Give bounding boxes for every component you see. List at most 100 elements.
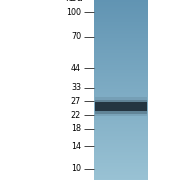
Bar	[94, 121, 148, 122]
Bar	[94, 77, 148, 78]
Bar	[94, 102, 147, 111]
Bar	[94, 156, 148, 157]
Bar	[94, 105, 148, 106]
Text: 100: 100	[66, 8, 81, 17]
Bar	[94, 74, 148, 75]
Bar	[94, 68, 148, 69]
Bar	[94, 30, 148, 31]
Bar	[94, 62, 148, 63]
Bar	[94, 174, 148, 175]
Bar	[94, 88, 148, 89]
Bar	[94, 13, 148, 14]
Bar	[94, 163, 148, 164]
Bar	[94, 149, 148, 150]
Bar	[94, 86, 148, 87]
Bar	[94, 65, 148, 66]
Bar	[94, 123, 148, 124]
Bar	[94, 17, 148, 18]
Bar	[94, 67, 148, 68]
Bar	[94, 108, 148, 109]
Bar	[94, 173, 148, 174]
Bar	[94, 146, 148, 147]
Text: 22: 22	[71, 111, 81, 120]
Bar	[94, 107, 148, 108]
Bar	[94, 47, 148, 48]
Bar	[94, 15, 148, 16]
Bar	[94, 157, 148, 158]
Bar	[94, 5, 148, 6]
Bar	[94, 23, 148, 24]
Bar	[94, 151, 148, 152]
Bar	[94, 45, 148, 46]
Bar	[94, 112, 148, 113]
Bar	[94, 97, 147, 116]
Bar	[94, 22, 148, 23]
Bar	[94, 133, 148, 134]
Bar	[94, 114, 148, 115]
Bar	[94, 48, 148, 49]
Bar	[94, 36, 148, 37]
Bar	[94, 100, 148, 101]
Bar	[94, 8, 148, 9]
Bar	[94, 37, 148, 38]
Bar	[94, 12, 148, 13]
Bar	[94, 38, 148, 39]
Bar	[94, 161, 148, 162]
Bar	[94, 129, 148, 130]
Bar	[94, 135, 148, 136]
Bar	[94, 27, 148, 28]
Bar	[94, 44, 148, 45]
Bar	[94, 31, 148, 32]
Bar	[94, 18, 148, 19]
Bar	[94, 90, 148, 91]
Bar	[94, 166, 148, 167]
Bar	[94, 127, 148, 128]
Bar	[94, 142, 148, 143]
Bar	[94, 42, 148, 43]
Bar	[94, 143, 148, 144]
Bar	[94, 57, 148, 58]
Bar	[94, 97, 148, 98]
Bar	[94, 56, 148, 57]
Bar	[94, 1, 148, 2]
Bar	[94, 25, 148, 26]
Bar	[94, 165, 148, 166]
Bar	[94, 78, 148, 79]
Bar	[94, 145, 148, 146]
Bar	[94, 102, 148, 103]
Bar	[94, 128, 148, 129]
Bar	[94, 4, 148, 5]
Bar	[94, 75, 148, 76]
Bar	[94, 81, 148, 82]
Bar	[94, 115, 148, 116]
Bar	[94, 168, 148, 169]
Bar	[94, 101, 148, 102]
Bar	[94, 141, 148, 142]
Bar	[94, 144, 148, 145]
Bar	[94, 21, 148, 22]
Bar	[94, 100, 147, 114]
Bar	[94, 76, 148, 77]
Bar	[94, 93, 148, 94]
Bar	[94, 139, 148, 140]
Bar	[94, 14, 148, 15]
Bar	[94, 153, 148, 154]
Bar	[94, 136, 148, 137]
Bar	[94, 34, 148, 35]
Bar	[94, 116, 148, 117]
Bar	[94, 7, 148, 8]
Bar	[94, 176, 148, 177]
Bar	[94, 137, 148, 138]
Bar	[94, 46, 148, 47]
Bar	[94, 2, 148, 3]
Bar	[94, 117, 148, 118]
Bar	[94, 64, 148, 65]
Bar	[94, 113, 148, 114]
Bar	[94, 162, 148, 163]
Bar	[94, 55, 148, 56]
Bar	[94, 35, 148, 36]
Bar	[94, 79, 148, 80]
Text: 27: 27	[71, 97, 81, 106]
Bar	[94, 148, 148, 149]
Text: 14: 14	[71, 142, 81, 151]
